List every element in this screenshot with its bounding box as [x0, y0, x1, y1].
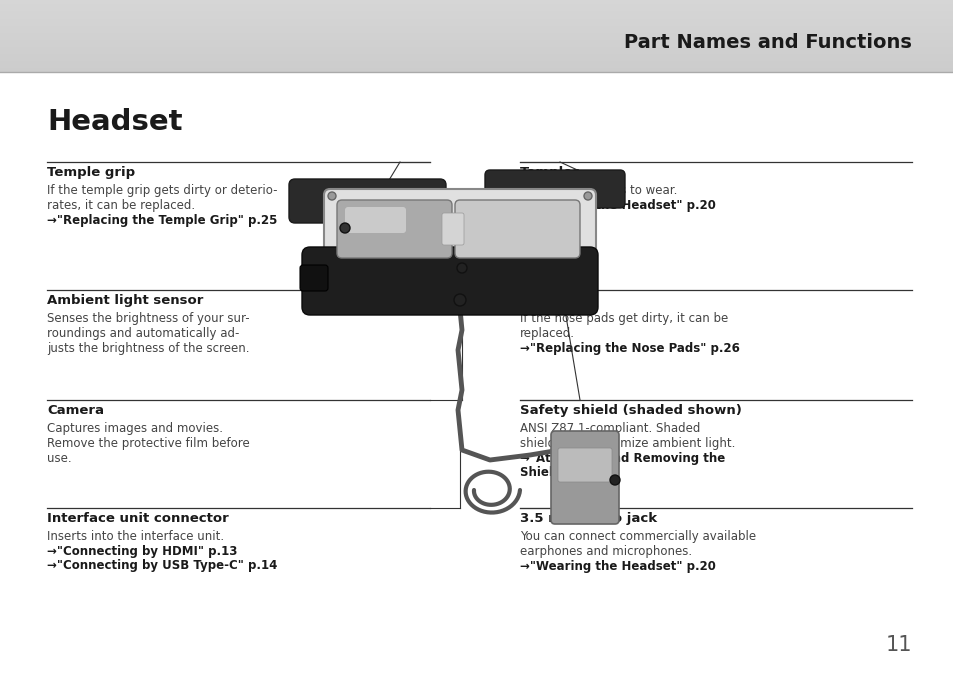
FancyBboxPatch shape: [455, 200, 579, 258]
FancyBboxPatch shape: [345, 207, 406, 233]
Text: If the nose pads get dirty, it can be: If the nose pads get dirty, it can be: [519, 312, 727, 325]
Text: Open the temples to wear.: Open the temples to wear.: [519, 184, 677, 197]
Text: 11: 11: [884, 635, 911, 655]
Text: replaced.: replaced.: [519, 327, 575, 340]
FancyBboxPatch shape: [336, 200, 452, 258]
Text: Inserts into the interface unit.: Inserts into the interface unit.: [47, 530, 224, 543]
Text: earphones and microphones.: earphones and microphones.: [519, 545, 691, 558]
Text: →"Connecting by USB Type-C" p.14: →"Connecting by USB Type-C" p.14: [47, 559, 277, 572]
FancyBboxPatch shape: [302, 247, 598, 315]
Text: Ambient light sensor: Ambient light sensor: [47, 294, 203, 307]
FancyBboxPatch shape: [551, 431, 618, 524]
Text: Interface unit connector: Interface unit connector: [47, 512, 229, 525]
Text: →"Connecting by HDMI" p.13: →"Connecting by HDMI" p.13: [47, 545, 237, 558]
Circle shape: [609, 475, 619, 485]
Text: You can connect commercially available: You can connect commercially available: [519, 530, 756, 543]
FancyBboxPatch shape: [441, 213, 463, 245]
Text: →"Replacing the Nose Pads" p.26: →"Replacing the Nose Pads" p.26: [519, 342, 740, 355]
Text: →"Wearing the Headset" p.20: →"Wearing the Headset" p.20: [519, 560, 715, 573]
Text: →"Wearing the Headset" p.20: →"Wearing the Headset" p.20: [519, 199, 715, 212]
Text: Camera: Camera: [47, 404, 104, 417]
Text: use.: use.: [47, 452, 71, 465]
Text: justs the brightness of the screen.: justs the brightness of the screen.: [47, 342, 250, 355]
Text: Senses the brightness of your sur-: Senses the brightness of your sur-: [47, 312, 250, 325]
Text: ANSI Z87.1-compliant. Shaded: ANSI Z87.1-compliant. Shaded: [519, 422, 700, 435]
FancyBboxPatch shape: [299, 265, 328, 291]
Text: Remove the protective film before: Remove the protective film before: [47, 437, 250, 450]
Text: Nose pads: Nose pads: [519, 294, 598, 307]
FancyBboxPatch shape: [558, 448, 612, 482]
Circle shape: [339, 223, 350, 233]
Text: Captures images and movies.: Captures images and movies.: [47, 422, 223, 435]
Text: Headset: Headset: [47, 108, 182, 136]
Circle shape: [583, 192, 592, 200]
Text: 3.5 mm audio jack: 3.5 mm audio jack: [519, 512, 657, 525]
FancyBboxPatch shape: [289, 179, 446, 223]
Text: Shield" p.24: Shield" p.24: [519, 466, 600, 479]
Text: Temple grip: Temple grip: [47, 166, 135, 179]
FancyBboxPatch shape: [484, 170, 624, 208]
Circle shape: [454, 294, 465, 306]
Circle shape: [456, 263, 467, 273]
Text: Temples: Temples: [519, 166, 580, 179]
FancyBboxPatch shape: [324, 189, 596, 266]
Text: roundings and automatically ad-: roundings and automatically ad-: [47, 327, 239, 340]
Text: rates, it can be replaced.: rates, it can be replaced.: [47, 199, 195, 212]
Text: shield helps minimize ambient light.: shield helps minimize ambient light.: [519, 437, 735, 450]
Text: Safety shield (shaded shown): Safety shield (shaded shown): [519, 404, 741, 417]
Text: If the temple grip gets dirty or deterio-: If the temple grip gets dirty or deterio…: [47, 184, 277, 197]
Text: Part Names and Functions: Part Names and Functions: [623, 32, 911, 52]
Text: →"Attaching and Removing the: →"Attaching and Removing the: [519, 452, 724, 465]
Circle shape: [328, 192, 335, 200]
Text: →"Replacing the Temple Grip" p.25: →"Replacing the Temple Grip" p.25: [47, 214, 277, 227]
